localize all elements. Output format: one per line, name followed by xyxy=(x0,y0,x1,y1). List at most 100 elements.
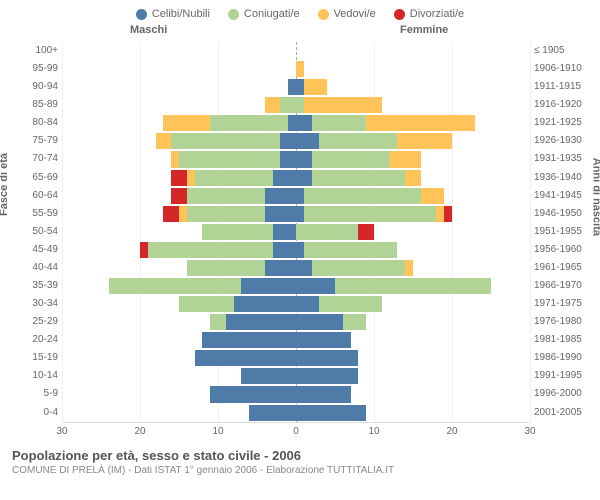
bar-segment xyxy=(296,260,312,276)
bar-male xyxy=(202,332,296,348)
bar-segment xyxy=(202,224,272,240)
bar-segment xyxy=(358,224,374,240)
age-row: 20-24 1981-1985 xyxy=(62,331,530,349)
legend: Celibi/NubiliConiugati/eVedovi/eDivorzia… xyxy=(0,0,600,24)
birth-label: 1966-1970 xyxy=(534,280,588,291)
bar-segment xyxy=(296,61,304,77)
age-label: 65-69 xyxy=(20,172,58,183)
bars xyxy=(62,350,530,366)
bar-segment xyxy=(436,206,444,222)
age-label: 10-14 xyxy=(20,370,58,381)
birth-label: 1951-1955 xyxy=(534,226,588,237)
age-label: 75-79 xyxy=(20,135,58,146)
population-pyramid-chart: Celibi/NubiliConiugati/eVedovi/eDivorzia… xyxy=(0,0,600,500)
bar-segment xyxy=(304,79,327,95)
bar-male xyxy=(288,79,296,95)
bar-segment xyxy=(296,405,366,421)
birth-label: 1961-1965 xyxy=(534,262,588,273)
bar-segment xyxy=(210,386,296,402)
age-label: 50-54 xyxy=(20,226,58,237)
chart-subtitle: COMUNE DI PRELÀ (IM) - Dati ISTAT 1° gen… xyxy=(12,465,600,476)
bar-male xyxy=(163,115,296,131)
bar-male xyxy=(187,260,296,276)
bar-segment xyxy=(296,224,358,240)
bar-segment xyxy=(296,206,304,222)
bar-male xyxy=(195,350,296,366)
legend-label: Vedovi/e xyxy=(334,8,376,20)
age-label: 85-89 xyxy=(20,99,58,110)
bars xyxy=(62,133,530,149)
bar-female xyxy=(296,79,327,95)
bar-segment xyxy=(296,278,335,294)
age-row: 0-4 2001-2005 xyxy=(62,404,530,422)
bar-segment xyxy=(171,170,187,186)
x-tick: 0 xyxy=(293,426,299,437)
legend-item: Coniugati/e xyxy=(228,8,300,20)
bar-segment xyxy=(280,133,296,149)
bar-segment xyxy=(179,151,280,167)
bars xyxy=(62,224,530,240)
bar-segment xyxy=(296,133,319,149)
bars xyxy=(62,332,530,348)
legend-swatch xyxy=(136,9,147,20)
age-label: 5-9 xyxy=(20,388,58,399)
bar-segment xyxy=(296,386,351,402)
bar-segment xyxy=(296,97,304,113)
bar-male xyxy=(109,278,296,294)
bar-segment xyxy=(312,260,406,276)
bar-segment xyxy=(265,260,296,276)
bar-segment xyxy=(241,368,296,384)
bar-segment xyxy=(210,314,226,330)
bar-segment xyxy=(319,133,397,149)
birth-label: 1941-1945 xyxy=(534,190,588,201)
age-label: 40-44 xyxy=(20,262,58,273)
age-row: 55-59 1946-1950 xyxy=(62,205,530,223)
legend-item: Divorziati/e xyxy=(394,8,464,20)
bar-segment xyxy=(304,188,421,204)
bars xyxy=(62,206,530,222)
bar-segment xyxy=(187,260,265,276)
bar-female xyxy=(296,133,452,149)
age-label: 45-49 xyxy=(20,244,58,255)
bar-segment xyxy=(390,151,421,167)
bar-segment xyxy=(265,188,296,204)
age-label: 95-99 xyxy=(20,63,58,74)
bar-male xyxy=(241,368,296,384)
age-label: 90-94 xyxy=(20,81,58,92)
age-row: 50-54 1951-1955 xyxy=(62,223,530,241)
bar-segment xyxy=(304,206,437,222)
age-row: 30-34 1971-1975 xyxy=(62,295,530,313)
birth-label: 1956-1960 xyxy=(534,244,588,255)
bar-segment xyxy=(312,151,390,167)
age-row: 70-74 1931-1935 xyxy=(62,150,530,168)
bar-male xyxy=(163,206,296,222)
bar-segment xyxy=(273,224,296,240)
chart-title: Popolazione per età, sesso e stato civil… xyxy=(12,448,600,463)
bar-segment xyxy=(163,206,179,222)
bar-female xyxy=(296,350,358,366)
bar-female xyxy=(296,188,444,204)
birth-label: 1911-1915 xyxy=(534,81,588,92)
age-label: 70-74 xyxy=(20,153,58,164)
x-tick: 20 xyxy=(134,426,145,437)
birth-label: 2001-2005 xyxy=(534,407,588,418)
bar-female xyxy=(296,151,421,167)
bar-segment xyxy=(421,188,444,204)
bars xyxy=(62,278,530,294)
age-row: 65-69 1936-1940 xyxy=(62,169,530,187)
bar-female xyxy=(296,386,351,402)
ylabel-right: Anni di nascita xyxy=(590,158,600,236)
age-row: 95-99 1906-1910 xyxy=(62,60,530,78)
bar-female xyxy=(296,296,382,312)
age-label: 25-29 xyxy=(20,316,58,327)
plot-area: 100+ ≤ 1905 95-99 1906-1910 xyxy=(62,42,530,422)
age-label: 55-59 xyxy=(20,208,58,219)
bar-male xyxy=(210,314,296,330)
age-row: 100+ ≤ 1905 xyxy=(62,42,530,60)
bar-female xyxy=(296,260,413,276)
gender-headers: Maschi Femmine xyxy=(0,24,600,40)
bar-segment xyxy=(312,170,406,186)
bar-segment xyxy=(296,368,358,384)
birth-label: 1996-2000 xyxy=(534,388,588,399)
bar-segment xyxy=(163,115,210,131)
